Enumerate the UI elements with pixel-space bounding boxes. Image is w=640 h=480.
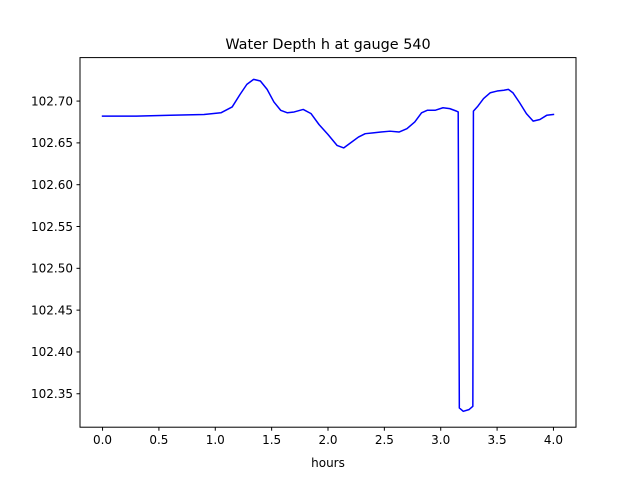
- y-tick-label: 102.55: [31, 220, 73, 234]
- x-axis-label: hours: [311, 456, 345, 470]
- x-tick-label: 2.0: [318, 433, 337, 447]
- x-tick-label: 1.5: [262, 433, 281, 447]
- plot-frame: [79, 57, 577, 428]
- x-tick-label: 3.0: [431, 433, 450, 447]
- chart-title: Water Depth h at gauge 540: [225, 37, 430, 53]
- x-tick-label: 0.0: [93, 433, 112, 447]
- plot-area: [80, 57, 576, 428]
- y-tick-label: 102.45: [31, 303, 73, 317]
- y-tick-label: 102.70: [31, 94, 73, 108]
- x-tick-label: 2.5: [375, 433, 394, 447]
- x-tick-label: 1.0: [206, 433, 225, 447]
- x-tick-label: 0.5: [149, 433, 168, 447]
- y-tick-label: 102.60: [31, 178, 73, 192]
- series-line: [101, 78, 555, 413]
- y-tick-label: 102.50: [31, 262, 73, 276]
- x-axis: 0.0 0.5 1.0 1.5 2.0 2.5 3.0 3.5 4.0: [93, 427, 563, 447]
- series-layer: [101, 78, 555, 413]
- x-tick-label: 3.5: [488, 433, 507, 447]
- y-tick-label: 102.65: [31, 136, 73, 150]
- y-tick-label: 102.35: [31, 387, 73, 401]
- x-tick-label: 4.0: [544, 433, 563, 447]
- y-tick-label: 102.40: [31, 345, 73, 359]
- y-axis: 102.35 102.40 102.45 102.50 102.55 102.60 102.…: [31, 94, 80, 401]
